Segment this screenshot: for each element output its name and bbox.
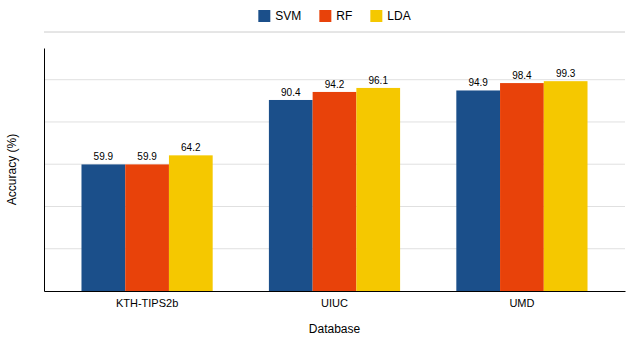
bar-series — [81, 90, 500, 291]
x-tick-label: UMD — [509, 297, 534, 309]
y-axis — [44, 49, 45, 292]
bars — [81, 81, 587, 291]
legend-swatch — [319, 10, 331, 22]
data-label: 99.3 — [556, 68, 576, 79]
chart: 59.9 90.4 94.9 59.9 94.2 98.4 64.2 96.1 99.3 KTH-… — [0, 0, 640, 343]
bar — [81, 164, 125, 291]
legend-swatch — [258, 10, 270, 22]
bar — [269, 100, 313, 291]
legend-separator — [44, 32, 625, 33]
data-labels: 59.9 90.4 94.9 59.9 94.2 98.4 64.2 96.1 99.3 — [94, 68, 576, 162]
x-axis-line — [45, 291, 626, 292]
bar — [500, 83, 544, 291]
data-label: 64.2 — [181, 142, 201, 153]
legend-item: LDA — [370, 9, 410, 23]
bar — [313, 92, 357, 291]
bar — [125, 164, 169, 291]
legend-item: RF — [319, 9, 352, 23]
x-tick-label: KTH-TIPS2b — [116, 297, 178, 309]
y-axis-title: Accuracy (%) — [5, 134, 19, 205]
data-label: 94.9 — [468, 77, 488, 88]
data-label: 59.9 — [94, 151, 114, 162]
data-label: 96.1 — [368, 75, 388, 86]
legend-label: SVM — [275, 9, 301, 23]
bar — [356, 88, 400, 291]
x-axis: KTH-TIPS2b UIUC UMD — [45, 292, 626, 310]
data-label: 90.4 — [281, 87, 301, 98]
x-tick: KTH-TIPS2b — [116, 297, 178, 309]
x-axis-title: Database — [309, 322, 361, 336]
chart-container: 59.9 90.4 94.9 59.9 94.2 98.4 64.2 96.1 99.3 KTH-… — [0, 0, 640, 343]
bar — [169, 155, 213, 291]
data-label: 94.2 — [325, 79, 345, 90]
legend-label: LDA — [387, 9, 410, 23]
legend-swatch — [370, 10, 382, 22]
plot-area: 59.9 90.4 94.9 59.9 94.2 98.4 64.2 96.1 99.3 KTH-… — [44, 49, 626, 310]
legend-label: RF — [336, 9, 352, 23]
legend: SVM RF LDA — [258, 9, 410, 23]
bar — [456, 90, 500, 291]
x-tick: UIUC — [321, 297, 348, 309]
x-tick: UMD — [509, 297, 534, 309]
bar-series — [169, 81, 588, 291]
bar-series — [125, 83, 544, 291]
legend-item: SVM — [258, 9, 301, 23]
data-label: 98.4 — [512, 70, 532, 81]
data-label: 59.9 — [137, 151, 157, 162]
y-axis-line — [44, 49, 45, 292]
x-tick-label: UIUC — [321, 297, 348, 309]
bar — [544, 81, 588, 291]
